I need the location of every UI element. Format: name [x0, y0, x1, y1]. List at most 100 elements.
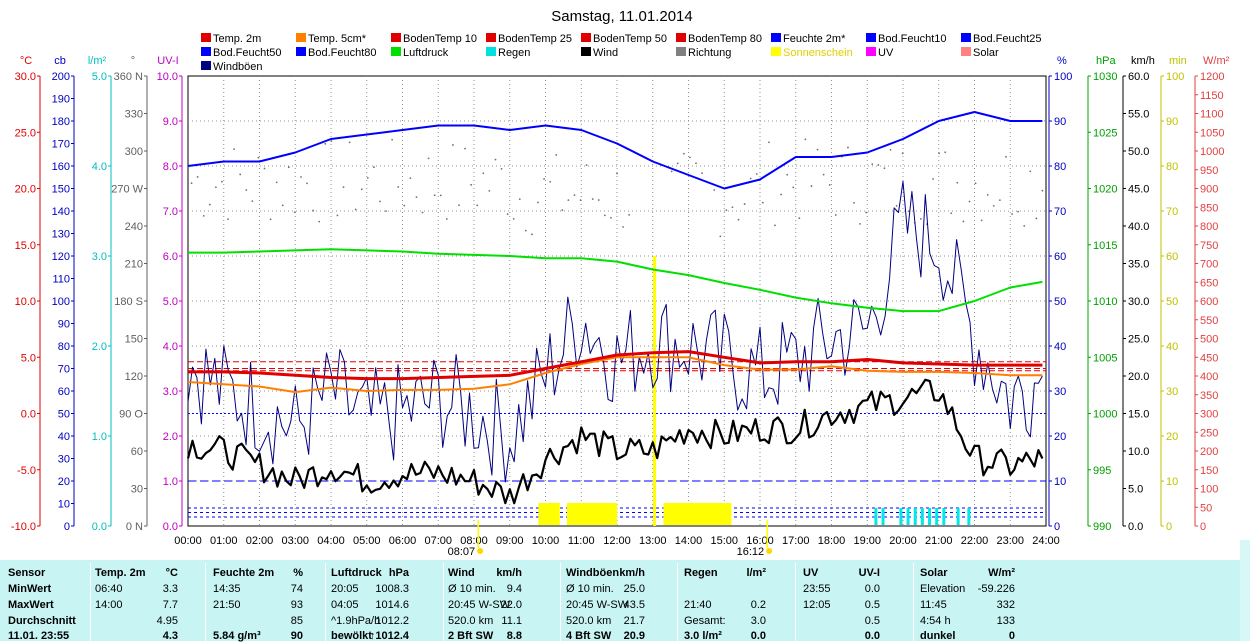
wind-direction-dot: [439, 194, 442, 197]
wind-direction-dot: [312, 209, 315, 212]
axis-tick-label: 270 W: [111, 184, 143, 196]
axis-tick-label: 4.0: [92, 161, 107, 173]
table-cell: 11.1: [501, 615, 522, 627]
wind-direction-dot: [895, 204, 898, 207]
axis-tick-label: 1050: [1200, 127, 1224, 139]
axis-tick-label: 1025: [1093, 127, 1117, 139]
axis-tick-label: 3.0: [163, 386, 178, 398]
wind-direction-dot: [974, 182, 977, 185]
axis-tick-label: 2.0: [163, 431, 178, 443]
rain-bar: [928, 508, 932, 525]
wind-direction-dot: [749, 177, 752, 180]
axis-tick-label: 1000: [1093, 409, 1117, 421]
x-tick-label: 11:00: [568, 535, 595, 547]
axis-tick-label: 190: [52, 94, 70, 106]
scrollbar[interactable]: [1240, 540, 1250, 641]
sun-marker-label: 16:12: [737, 546, 765, 558]
legend-label: Temp. 2m: [213, 33, 261, 45]
table-header-cell: Windböen: [566, 567, 620, 579]
legend-swatch: [486, 33, 496, 42]
wind-direction-dot: [938, 152, 941, 155]
wind-direction-dot: [318, 220, 321, 223]
right-axes: %1009080706050403020100hPa10301025102010…: [1048, 55, 1230, 533]
axis-tick-label: 5.0: [1128, 484, 1143, 496]
series-luftdruck: [188, 248, 1043, 313]
table-cell: Elevation: [920, 583, 966, 595]
wind-direction-dot: [901, 152, 904, 155]
wind-direction-dot: [518, 198, 521, 200]
weather-chart: Samstag, 11.01.2014 Temp. 2m Temp. 5cm* Bo…: [11, 8, 1230, 558]
table-cell: 93: [290, 599, 303, 611]
legend-swatch: [296, 47, 306, 56]
axis-tick-label: 0: [1054, 521, 1060, 533]
table-cell: 22.0: [500, 599, 522, 611]
wind-direction-dot: [761, 201, 764, 204]
wind-direction-dot: [603, 214, 606, 217]
axis-tick-label: 450: [1200, 352, 1218, 364]
axis-tick-label: 120: [125, 371, 143, 383]
rain-bar: [874, 508, 878, 525]
wind-direction-dot: [1005, 155, 1007, 158]
wind-direction-dot: [622, 226, 624, 228]
legend-swatch: [866, 47, 876, 56]
wind-direction-dot: [379, 200, 381, 203]
table-column-separator: [205, 563, 206, 641]
axis-tick-label: 170: [52, 139, 70, 151]
table-cell: 0.2: [750, 599, 766, 611]
wind-direction-dot: [385, 210, 387, 212]
axis-tick-label: 110: [52, 274, 70, 286]
axis-tick-label: 20: [1166, 431, 1178, 443]
legend-label: Bod.Feucht25: [973, 33, 1042, 45]
rain-bar: [881, 508, 885, 525]
axis-tick-label: 1005: [1093, 352, 1117, 364]
wind-direction-dot: [591, 198, 594, 200]
table-cell: 4.95: [156, 615, 178, 627]
axis-tick-label: 850: [1200, 202, 1218, 214]
axis-tick-label: 0.0: [92, 521, 107, 533]
table-cell: 3.0 l/m²: [684, 630, 722, 642]
table-header-cell: Feuchte 2m: [213, 567, 275, 579]
axis-unit-label: km/h: [1131, 55, 1155, 67]
wind-direction-dot: [488, 189, 491, 192]
rain-bar: [899, 508, 903, 525]
axis-tick-label: 45.0: [1128, 184, 1149, 196]
axis-tick-label: 50: [1166, 296, 1178, 308]
legend-label: Windböen: [213, 61, 263, 73]
table-cell: 520.0 km: [448, 615, 494, 627]
axis-tick-label: 60: [58, 386, 70, 398]
table-cell: 25.0: [623, 583, 645, 595]
axis-tick-label: 750: [1200, 240, 1218, 252]
wind-direction-dot: [397, 186, 400, 188]
wind-direction-dot: [293, 211, 296, 214]
table-cell: 8.8: [506, 630, 522, 642]
x-tick-label: 19:00: [853, 535, 881, 547]
table-header-cell: W/m²: [988, 567, 1015, 579]
wind-direction-dot: [768, 141, 770, 144]
table-cell: 21:40: [684, 599, 712, 611]
table-cell: 9.4: [506, 583, 522, 595]
axis-tick-label: 120: [52, 251, 70, 263]
wind-direction-dot: [500, 167, 503, 170]
legend-label: BodenTemp 25: [498, 33, 572, 45]
table-column-separator: [795, 563, 796, 641]
axis-tick-label: 650: [1200, 277, 1218, 289]
legend: Temp. 2m Temp. 5cm* BodenTemp 10 BodenTemp …: [201, 33, 1042, 73]
axis-tick-label: 1015: [1093, 240, 1117, 252]
table-cell: 12:05: [803, 599, 831, 611]
wind-direction-dot: [1017, 210, 1020, 213]
axis-tick-label: 150: [1200, 465, 1218, 477]
wind-direction-dot: [494, 158, 497, 161]
table-cell: 3.3: [162, 583, 178, 595]
table-cell: 4 Bft SW: [566, 630, 612, 642]
axis-tick-label: 40: [1054, 341, 1066, 353]
legend-swatch: [676, 33, 686, 42]
wind-direction-dot: [731, 206, 734, 209]
rain-bar: [956, 508, 960, 525]
table-cell: Ø 10 min.: [566, 583, 614, 595]
wind-direction-dot: [330, 140, 333, 143]
axis-tick-label: 10.0: [157, 71, 178, 83]
wind-direction-dot: [190, 182, 193, 184]
wind-direction-dot: [950, 212, 953, 215]
table-cell: 20:45 W-SW: [566, 599, 629, 611]
